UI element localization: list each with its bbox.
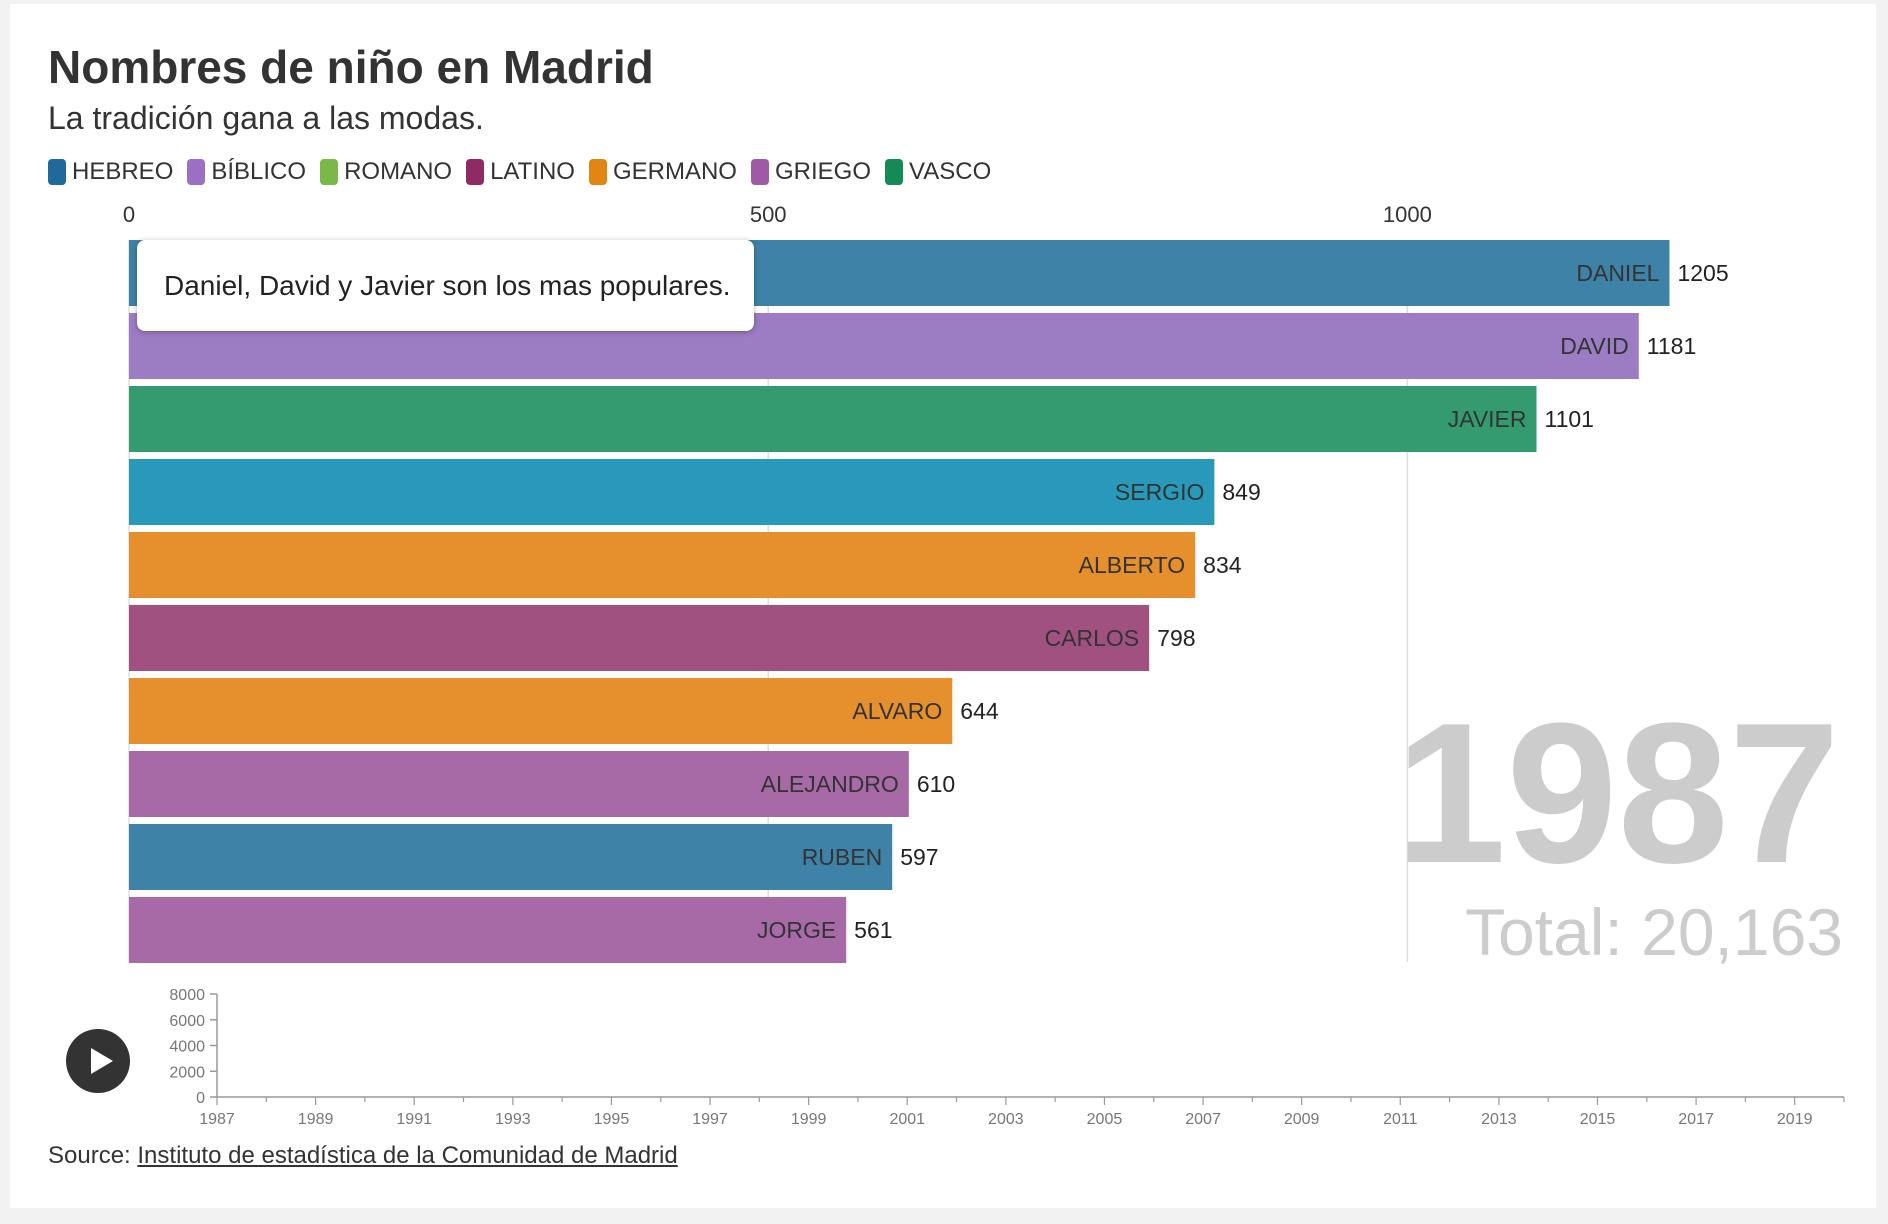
bar-name-label: DANIEL [1576, 260, 1659, 286]
year-label: 1987 [1395, 682, 1840, 905]
bar-value-label: 610 [917, 771, 955, 797]
timeline-year-label: 2017 [1678, 1111, 1714, 1128]
timeline-y-tick-label: 6000 [169, 1013, 205, 1030]
timeline-year-label: 2007 [1185, 1111, 1221, 1128]
bar-value-label: 644 [960, 698, 999, 724]
bar-alvaro [129, 678, 953, 744]
timeline-year-label: 2011 [1383, 1111, 1418, 1128]
timeline-year-label: 1987 [199, 1111, 235, 1128]
timeline-year-label: 1999 [791, 1111, 827, 1128]
bar-sergio [129, 459, 1215, 525]
legend-label: ROMANO [344, 158, 453, 185]
legend-swatch [588, 159, 607, 185]
play-icon [91, 1048, 113, 1074]
bar-value-label: 798 [1157, 625, 1195, 651]
timeline-year-label: 1993 [495, 1111, 531, 1128]
timeline-y-tick-label: 4000 [169, 1039, 205, 1056]
source-note: Source: Instituto de estadística de la C… [48, 1142, 678, 1170]
bar-value-label: 849 [1222, 479, 1260, 505]
legend-label: BÍBLICO [211, 158, 307, 185]
bar-alberto [129, 532, 1196, 598]
annotation-tooltip: Daniel, David y Javier son los mas popul… [137, 240, 754, 331]
bar-value-label: 561 [854, 917, 892, 943]
legend-label: VASCO [909, 158, 992, 185]
bar-jorge [129, 897, 847, 963]
chart-title: Nombres de niño en Madrid [48, 41, 654, 93]
bar-name-label: ALBERTO [1079, 552, 1186, 578]
timeline-year-label: 2019 [1777, 1111, 1813, 1128]
bar-name-label: RUBEN [802, 844, 883, 870]
play-button[interactable] [66, 1029, 130, 1093]
legend-label: GRIEGO [774, 158, 871, 185]
legend-label: GERMANO [612, 158, 737, 185]
bar-value-label: 1205 [1677, 260, 1728, 286]
bar-name-label: ALVARO [852, 698, 942, 724]
bar-value-label: 1181 [1647, 333, 1696, 359]
x-tick-label: 0 [123, 202, 135, 227]
timeline-year-label: 1991 [396, 1111, 432, 1128]
legend-swatch [187, 159, 206, 185]
bar-name-label: SERGIO [1115, 479, 1204, 505]
bar-value-label: 1101 [1545, 406, 1594, 432]
legend-item-griego[interactable]: GRIEGO [750, 158, 871, 186]
legend-swatch [466, 159, 485, 185]
bar-javier [129, 386, 1537, 452]
timeline-year-label: 1989 [298, 1111, 334, 1128]
legend-item-bíblico[interactable]: BÍBLICO [187, 158, 306, 186]
legend-item-latino[interactable]: LATINO [466, 158, 575, 186]
bar-ruben [129, 824, 893, 890]
source-link[interactable]: Instituto de estadística de la Comunidad… [137, 1142, 678, 1169]
bar-carlos [129, 605, 1150, 671]
bar-alejandro [129, 751, 909, 817]
bar-value-label: 834 [1203, 552, 1242, 578]
legend-item-vasco[interactable]: VASCO [885, 158, 991, 186]
timeline-year-label: 1997 [692, 1111, 728, 1128]
x-tick-label: 1000 [1383, 202, 1432, 227]
legend-item-germano[interactable]: GERMANO [588, 158, 737, 186]
timeline-year-label: 2005 [1087, 1111, 1123, 1128]
bar-value-label: 597 [900, 844, 938, 870]
bar-name-label: JORGE [757, 917, 836, 943]
timeline-y-tick-label: 2000 [169, 1064, 205, 1081]
x-tick-label: 500 [750, 202, 787, 227]
bar-name-label: CARLOS [1045, 625, 1140, 651]
timeline-y-tick-label: 8000 [169, 987, 205, 1004]
legend-swatch [750, 159, 769, 185]
timeline-year-label: 2001 [889, 1111, 925, 1128]
legend-swatch [320, 159, 339, 185]
chart-subtitle: La tradición gana a las modas. [48, 100, 484, 136]
legend-item-romano[interactable]: ROMANO [320, 158, 452, 186]
legend-swatch [48, 159, 66, 185]
legend-label: HEBREO [72, 158, 174, 185]
timeline-y-tick-label: 0 [196, 1090, 205, 1107]
legend-swatch [885, 159, 903, 185]
timeline-year-label: 2013 [1481, 1111, 1517, 1128]
bar-name-label: ALEJANDRO [761, 771, 899, 797]
timeline-year-label: 2015 [1580, 1111, 1616, 1128]
timeline-year-label: 1995 [594, 1111, 630, 1128]
total-label: Total: 20,163 [1465, 895, 1843, 969]
bar-name-label: DAVID [1560, 333, 1629, 359]
timeline-year-label: 2009 [1284, 1111, 1320, 1128]
legend-item-hebreo[interactable]: HEBREO [48, 158, 173, 186]
timeline-year-label: 2003 [988, 1111, 1024, 1128]
source-prefix: Source: [48, 1142, 131, 1169]
legend: HEBREO BÍBLICO ROMANO LATINO GERMANO GRIEGO VA… [48, 158, 1005, 186]
bar-name-label: JAVIER [1448, 406, 1527, 432]
legend-label: LATINO [490, 158, 575, 185]
